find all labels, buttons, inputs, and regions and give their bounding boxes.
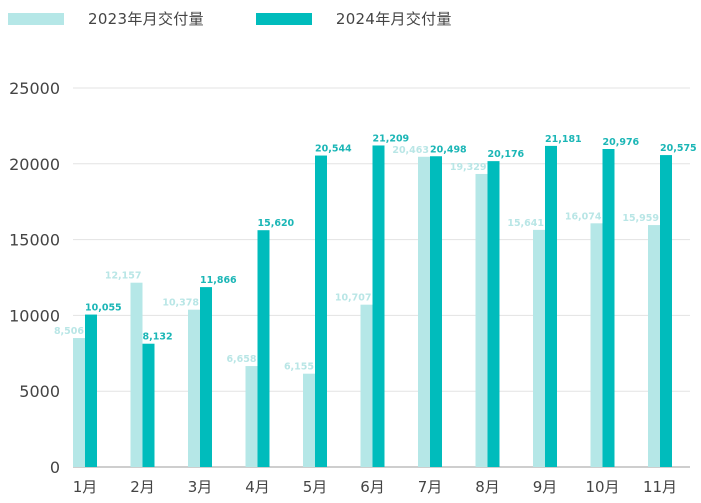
bar-2024: [545, 145, 557, 467]
data-label-2024: 21,181: [545, 134, 582, 145]
data-label-2024: 11,866: [200, 275, 237, 286]
legend-item-2024: 2024年月交付量: [255, 8, 452, 29]
x-tick-label: 6月: [360, 478, 385, 496]
data-label-2023: 20,463: [392, 145, 429, 156]
bar-2023: [360, 304, 373, 467]
bar-2023: [188, 309, 200, 467]
legend-label-2023: 2023年月交付量: [88, 10, 204, 28]
bar-2024: [602, 149, 615, 467]
y-tick-label: 15000: [9, 231, 60, 250]
x-tick-label: 7月: [418, 478, 443, 496]
y-axis: 0 5000 10000 15000 20000 25000: [9, 79, 60, 477]
data-label-2024: 10,055: [85, 303, 122, 314]
data-label-2024: 8,132: [143, 332, 173, 343]
legend-item-2023: 2023年月交付量: [8, 8, 204, 29]
bar-2024: [257, 230, 270, 467]
x-tick-label: 3月: [188, 478, 213, 496]
x-tick-label: 4月: [245, 478, 270, 496]
legend-swatch-2024: [255, 12, 312, 25]
bar-2023: [590, 223, 603, 467]
chart-legend: 2023年月交付量 2024年月交付量: [8, 8, 504, 29]
data-label-2023: 6,155: [284, 362, 314, 373]
x-tick-label: 9月: [533, 478, 558, 496]
data-label-2024: 21,209: [373, 133, 410, 144]
data-label-2024: 20,575: [660, 143, 697, 154]
bar-2024: [85, 314, 97, 467]
x-tick-label: 5月: [303, 478, 328, 496]
data-label-2023: 6,658: [226, 354, 256, 365]
bar-2024: [142, 343, 155, 467]
x-tick-label: 1月: [73, 478, 98, 496]
bar-2023: [648, 225, 660, 467]
bar-2024: [372, 145, 385, 467]
x-tick-label: 11月: [643, 478, 677, 496]
bar-2024: [430, 156, 442, 468]
y-tick-label: 10000: [9, 306, 60, 325]
data-label-2024: 20,498: [430, 144, 467, 155]
data-label-2024: 15,620: [258, 218, 295, 229]
data-label-2023: 16,074: [565, 211, 602, 222]
bar-2023: [73, 338, 85, 467]
bar-2023: [533, 229, 545, 467]
data-label-2023: 10,707: [335, 293, 372, 304]
x-tick-label: 8月: [475, 478, 500, 496]
x-tick-label: 2月: [130, 478, 155, 496]
x-axis: 1月 2月 3月 4月 5月 6月 7月 8月 9月 10月 11月: [73, 478, 677, 496]
data-label-2023: 15,959: [622, 213, 659, 224]
bar-2023: [475, 173, 488, 468]
bar-2024: [487, 161, 500, 467]
data-label-2024: 20,544: [315, 144, 352, 155]
bar-2024: [200, 287, 212, 467]
data-label-2024: 20,976: [603, 137, 640, 148]
data-label-2023: 10,378: [162, 298, 199, 309]
y-tick-label: 0: [50, 458, 60, 477]
bar-2023: [245, 366, 258, 467]
bar-2024: [660, 155, 672, 467]
bar-2024: [315, 155, 327, 467]
x-tick-label: 10月: [585, 478, 619, 496]
y-tick-label: 20000: [9, 155, 60, 174]
legend-swatch-2023: [8, 12, 64, 25]
data-label-2023: 12,157: [105, 271, 142, 282]
y-tick-label: 5000: [19, 382, 60, 401]
data-label-2023: 8,506: [54, 326, 84, 337]
bars: 8,506 10,055 12,157 8,132 10,378 11,866 6,658 1…: [54, 133, 697, 468]
data-label-2024: 20,176: [488, 149, 525, 160]
legend-label-2024: 2024年月交付量: [335, 10, 452, 28]
data-label-2023: 15,641: [507, 218, 544, 229]
bar-2023: [418, 156, 430, 467]
bar-2023: [303, 373, 315, 467]
data-label-2023: 19,329: [450, 162, 487, 173]
y-tick-label: 25000: [9, 79, 60, 98]
bar-2023: [130, 282, 143, 467]
